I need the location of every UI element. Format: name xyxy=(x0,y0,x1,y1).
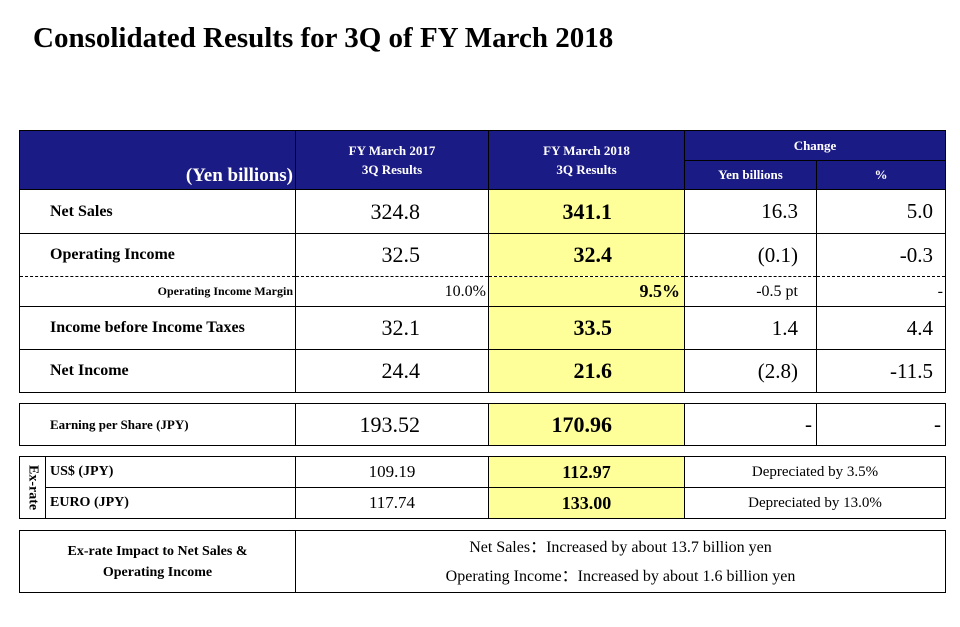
change-pct-header: % xyxy=(816,160,946,190)
pct-value: - xyxy=(816,276,946,307)
unit-label: (Yen billions) xyxy=(19,130,296,190)
table-row: Income before Income Taxes 32.1 33.5 1.4… xyxy=(19,306,946,350)
eps-pct: - xyxy=(816,403,946,446)
fy2017-value: 10.0% xyxy=(295,276,489,307)
fy2018-value: 341.1 xyxy=(488,189,685,234)
exrate-fy2017: 117.74 xyxy=(295,487,489,519)
fy2017-header-line2: 3Q Results xyxy=(361,162,423,177)
table-row: Ex-rate US$ (JPY) 109.19 112.97 Deprecia… xyxy=(19,456,946,519)
eps-table: Earning per Share (JPY) 193.52 170.96 - … xyxy=(19,403,946,446)
exrate-note: Depreciated by 3.5% xyxy=(684,456,946,488)
results-table: (Yen billions) FY March 2017 3Q Results … xyxy=(19,130,946,393)
change-header: Change xyxy=(684,130,946,161)
row-label: Operating Income Margin xyxy=(19,276,296,307)
fy2017-header-line1: FY March 2017 xyxy=(348,143,436,158)
impact-net-sales: Net Sales：Increased by about 13.7 billio… xyxy=(469,538,772,556)
fy2018-value: 9.5% xyxy=(488,276,685,307)
table-row: Operating Income 32.5 32.4 (0.1) -0.3 xyxy=(19,233,946,277)
exrate-fy2018: 112.97 xyxy=(488,456,685,488)
table-row: Earning per Share (JPY) 193.52 170.96 - … xyxy=(19,403,946,446)
exrate-note: Depreciated by 13.0% xyxy=(684,487,946,519)
exrate-fy2018: 133.00 xyxy=(488,487,685,519)
pct-value: 5.0 xyxy=(816,189,946,234)
change-value: (0.1) xyxy=(684,233,817,277)
fy2018-header-line1: FY March 2018 xyxy=(543,143,630,158)
fy2017-value: 32.5 xyxy=(295,233,489,277)
fy2018-value: 21.6 xyxy=(488,349,685,393)
impact-table: Ex-rate Impact to Net Sales & Operating … xyxy=(19,530,946,593)
change-yen-header: Yen billions xyxy=(684,160,817,190)
change-value: -0.5 pt xyxy=(684,276,817,307)
impact-label: Ex-rate Impact to Net Sales & Operating … xyxy=(19,530,296,593)
exrate-table: Ex-rate US$ (JPY) 109.19 112.97 Deprecia… xyxy=(19,456,946,519)
impact-label-line1: Ex-rate Impact to Net Sales & xyxy=(67,543,248,559)
fy2017-header: FY March 2017 3Q Results xyxy=(295,130,489,190)
table-row: Operating Income Margin 10.0% 9.5% -0.5 … xyxy=(19,276,946,307)
row-label: Net Sales xyxy=(19,189,296,234)
row-label: Net Income xyxy=(19,349,296,393)
change-value: (2.8) xyxy=(684,349,817,393)
eps-change: - xyxy=(684,403,817,446)
fy2017-value: 324.8 xyxy=(295,189,489,234)
fy2017-value: 24.4 xyxy=(295,349,489,393)
eps-fy2018: 170.96 xyxy=(488,403,685,446)
fy2017-value: 32.1 xyxy=(295,306,489,350)
exrate-label: US$ (JPY) xyxy=(45,456,296,488)
impact-operating-income: Operating Income：Increased by about 1.6 … xyxy=(445,567,796,585)
pct-value: -11.5 xyxy=(816,349,946,393)
pct-value: 4.4 xyxy=(816,306,946,350)
fy2018-value: 32.4 xyxy=(488,233,685,277)
row-label: Operating Income xyxy=(19,233,296,277)
fy2018-header-line2: 3Q Results xyxy=(556,162,617,177)
page-title: Consolidated Results for 3Q of FY March … xyxy=(33,22,614,54)
exrate-label: EURO (JPY) xyxy=(45,487,296,519)
exrate-side-label: Ex-rate xyxy=(19,456,46,519)
table-row: Net Income 24.4 21.6 (2.8) -11.5 xyxy=(19,349,946,393)
fy2018-header: FY March 2018 3Q Results xyxy=(488,130,685,190)
table-row: Net Sales 324.8 341.1 16.3 5.0 xyxy=(19,189,946,234)
eps-fy2017: 193.52 xyxy=(295,403,489,446)
eps-label: Earning per Share (JPY) xyxy=(19,403,296,446)
header-row: (Yen billions) FY March 2017 3Q Results … xyxy=(19,130,946,190)
change-value: 16.3 xyxy=(684,189,817,234)
table-row: EURO (JPY) 117.74 133.00 Depreciated by … xyxy=(20,487,946,519)
pct-value: -0.3 xyxy=(816,233,946,277)
exrate-fy2017: 109.19 xyxy=(295,456,489,488)
table-row: Ex-rate Impact to Net Sales & Operating … xyxy=(19,530,946,593)
impact-details: Net Sales：Increased by about 13.7 billio… xyxy=(295,530,946,593)
change-value: 1.4 xyxy=(684,306,817,350)
row-label: Income before Income Taxes xyxy=(19,306,296,350)
fy2018-value: 33.5 xyxy=(488,306,685,350)
impact-label-line2: Operating Income xyxy=(102,564,213,580)
